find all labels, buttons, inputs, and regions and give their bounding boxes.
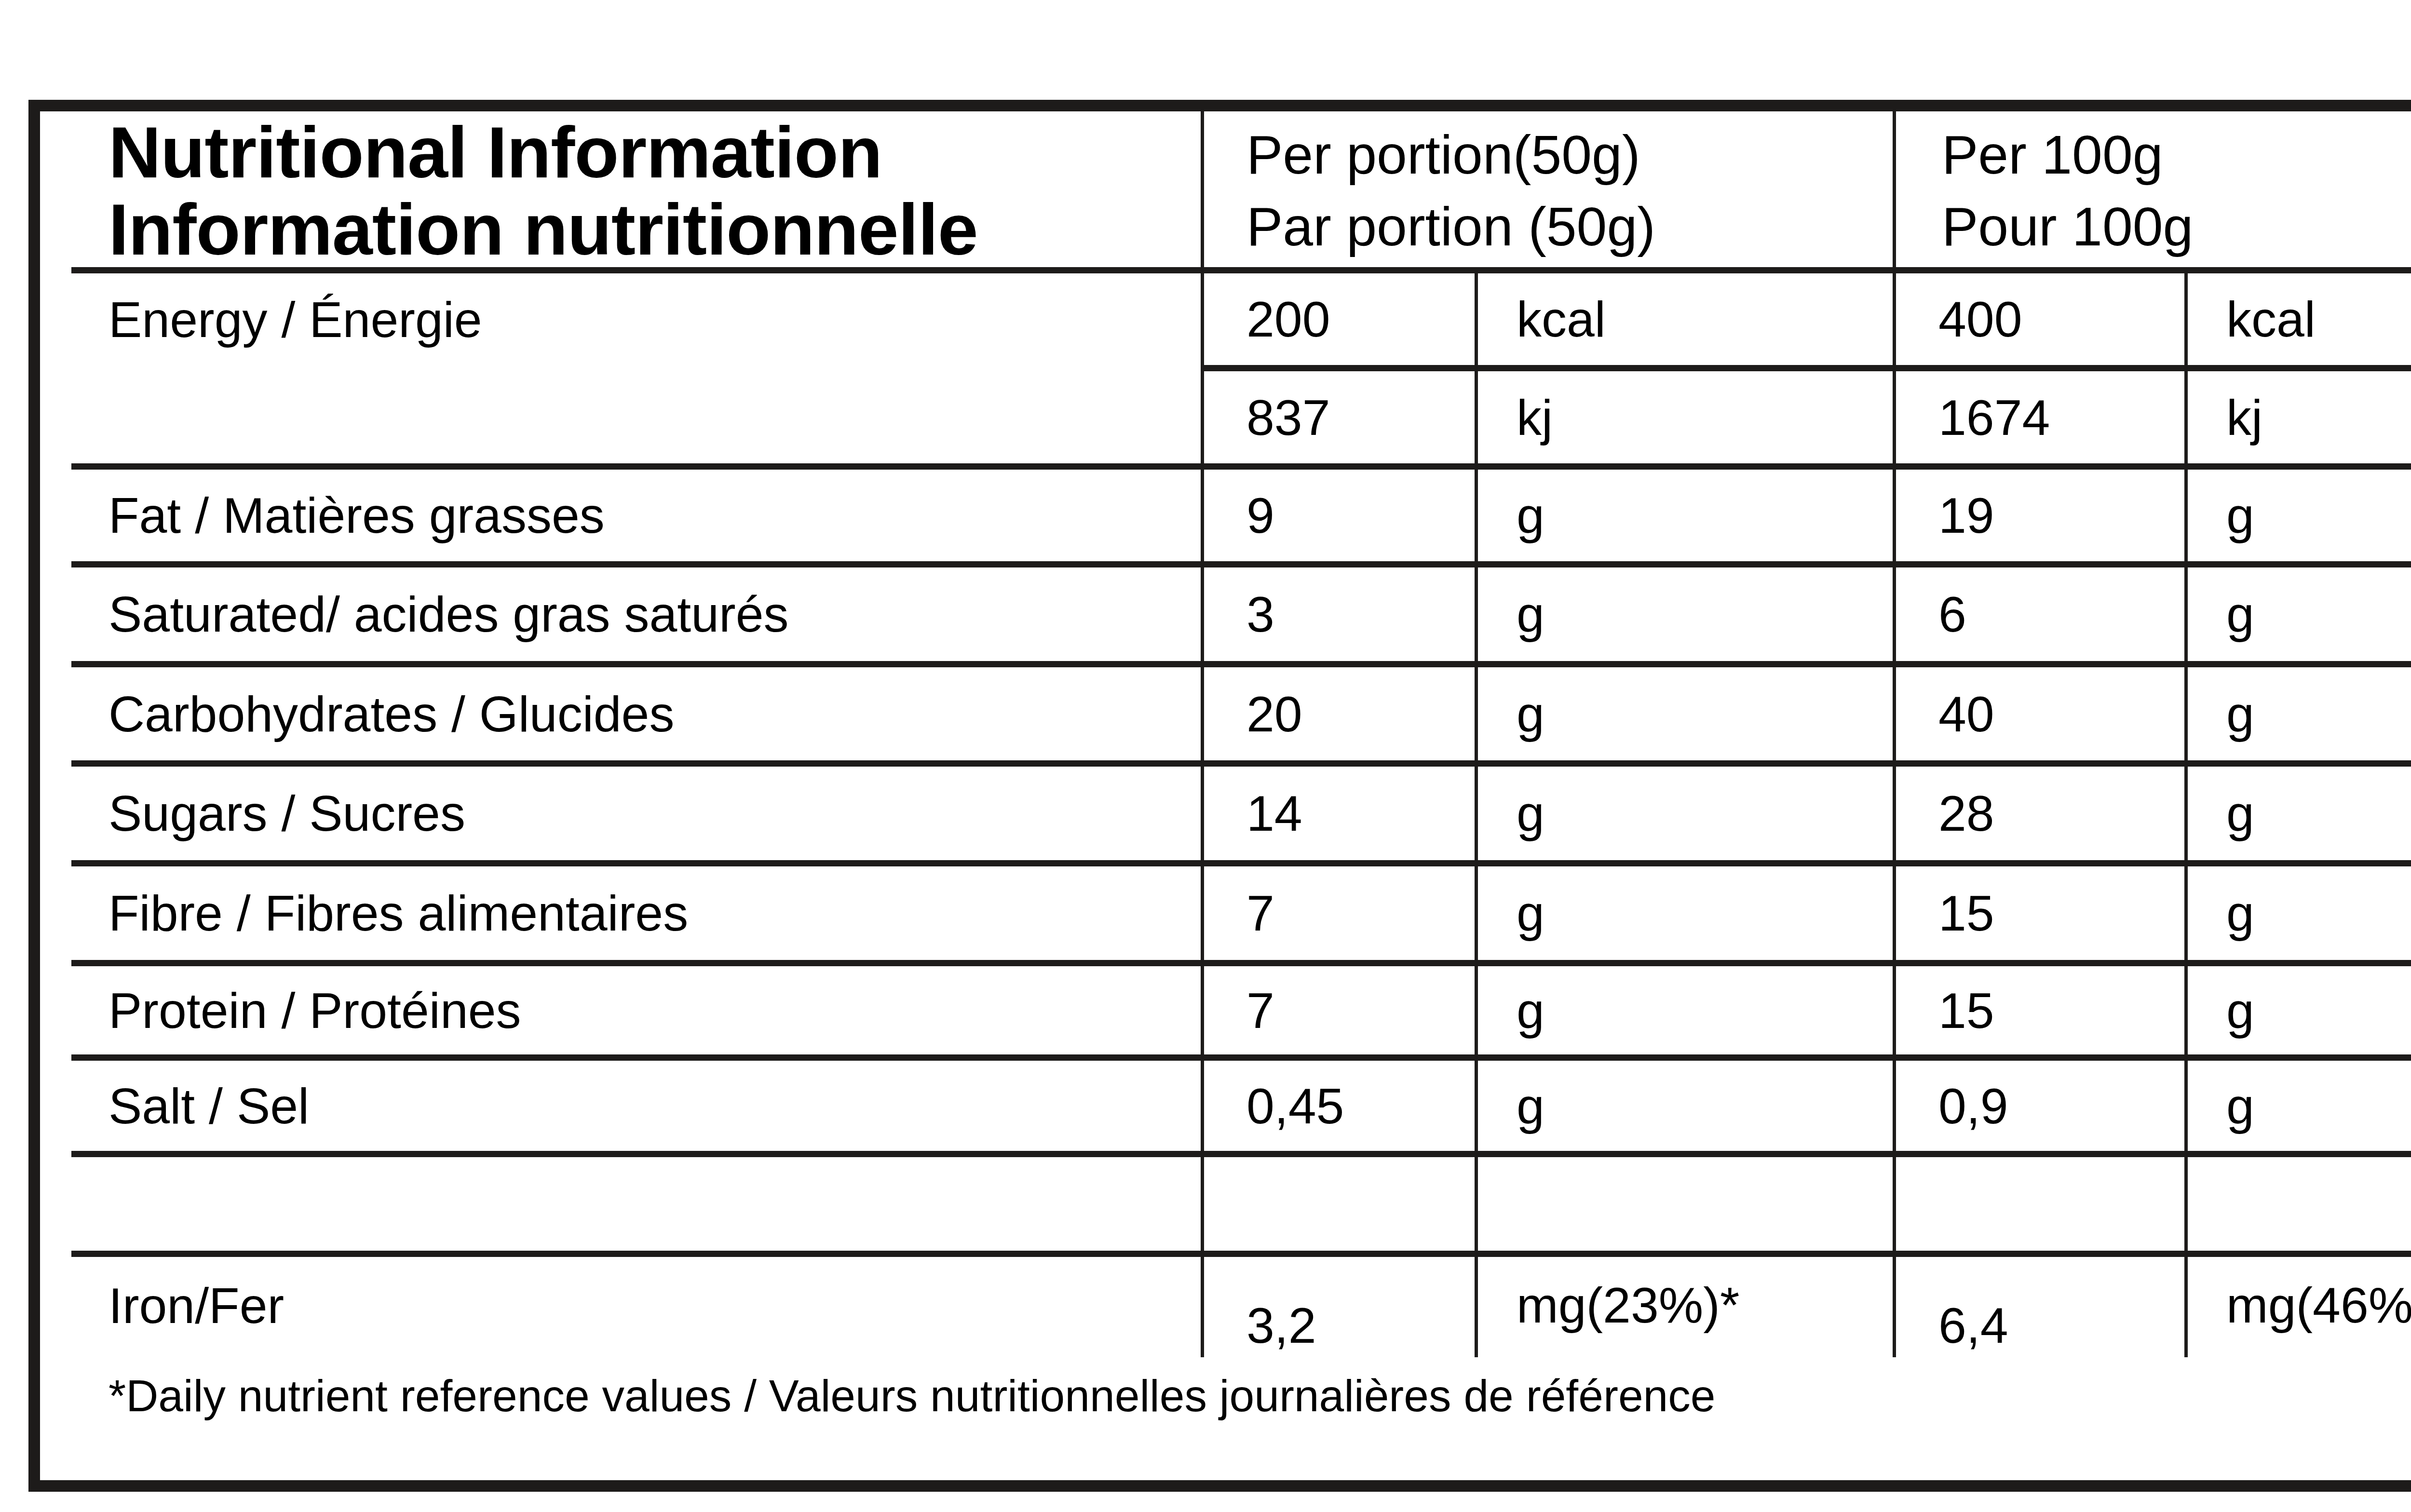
title-line-en: Nutritional Information — [108, 114, 882, 191]
row-separator-below-fat — [71, 561, 2411, 567]
row-separator-below-fibre — [71, 960, 2411, 966]
row-separator-below-carbohydrates — [71, 760, 2411, 767]
row-label-iron: Iron/Fer — [40, 1254, 1201, 1357]
iron-portion-value: 3,2 — [1201, 1254, 1475, 1357]
saturated-per100-value: 6 — [1893, 565, 2184, 664]
salt-per100-value: 0,9 — [1893, 1058, 2184, 1154]
fat-portion-unit: g — [1475, 467, 1893, 565]
footnote: *Daily nutrient reference values / Valeu… — [40, 1357, 2411, 1480]
iron-portion-unit: mg(23%)* — [1475, 1254, 1893, 1357]
sugars-portion-unit: g — [1475, 764, 1893, 864]
row-label-fat: Fat / Matières grasses — [40, 467, 1201, 565]
energy-kcal-per100-unit: kcal — [2184, 270, 2411, 368]
sugars-per100-value: 28 — [1893, 764, 2184, 864]
row-label-fibre: Fibre / Fibres alimentaires — [40, 864, 1201, 963]
row-separator-below-salt — [71, 1151, 2411, 1157]
energy-kj-per100-unit: kj — [2184, 368, 2411, 467]
fibre-per100-value: 15 — [1893, 864, 2184, 963]
fat-portion-value: 9 — [1201, 467, 1475, 565]
nutrition-table: Nutritional Information Information nutr… — [40, 111, 2411, 1480]
row-separator-below-energy — [71, 463, 2411, 470]
salt-portion-unit: g — [1475, 1058, 1893, 1154]
empty-row-cell — [2184, 1154, 2411, 1254]
protein-per100-unit: g — [2184, 963, 2411, 1058]
row-separator-below-sugars — [71, 860, 2411, 866]
fibre-portion-unit: g — [1475, 864, 1893, 963]
fibre-portion-value: 7 — [1201, 864, 1475, 963]
energy-kj-per100-value: 1674 — [1893, 368, 2184, 467]
energy-kcal-per100-value: 400 — [1893, 270, 2184, 368]
per-100g-line-en: Per 100g — [1942, 119, 2163, 191]
energy-kcal-portion-unit: kcal — [1475, 270, 1893, 368]
protein-per100-value: 15 — [1893, 963, 2184, 1058]
row-separator-energy-subrows — [1201, 365, 2411, 371]
column-header-per-portion: Per portion(50g) Par portion (50g) — [1201, 111, 1893, 270]
column-header-per-100g: Per 100g Pour 100g — [1893, 111, 2411, 270]
row-separator-above-iron — [71, 1251, 2411, 1257]
row-label-salt: Salt / Sel — [40, 1058, 1201, 1154]
per-portion-line-en: Per portion(50g) — [1246, 119, 1640, 191]
empty-row-cell — [1201, 1154, 1475, 1254]
row-label-protein: Protein / Protéines — [40, 963, 1201, 1058]
energy-kj-portion-value: 837 — [1201, 368, 1475, 467]
carbohydrates-portion-unit: g — [1475, 664, 1893, 764]
sugars-per100-unit: g — [2184, 764, 2411, 864]
nutrition-label: Nutritional Information Information nutr… — [0, 0, 2411, 1512]
saturated-portion-value: 3 — [1201, 565, 1475, 664]
energy-kcal-portion-value: 200 — [1201, 270, 1475, 368]
iron-per100-value: 6,4 — [1893, 1254, 2184, 1357]
table-title: Nutritional Information Information nutr… — [40, 111, 1201, 270]
saturated-per100-unit: g — [2184, 565, 2411, 664]
empty-row-cell — [1893, 1154, 2184, 1254]
protein-portion-unit: g — [1475, 963, 1893, 1058]
salt-portion-value: 0,45 — [1201, 1058, 1475, 1154]
row-label-energy: Energy / Énergie — [40, 270, 1201, 467]
salt-per100-unit: g — [2184, 1058, 2411, 1154]
fibre-per100-unit: g — [2184, 864, 2411, 963]
protein-portion-value: 7 — [1201, 963, 1475, 1058]
carbohydrates-per100-unit: g — [2184, 664, 2411, 764]
energy-kj-portion-unit: kj — [1475, 368, 1893, 467]
carbohydrates-per100-value: 40 — [1893, 664, 2184, 764]
iron-per100-unit: mg(46%)* — [2184, 1254, 2411, 1357]
row-label-carbohydrates: Carbohydrates / Glucides — [40, 664, 1201, 764]
per-portion-line-fr: Par portion (50g) — [1246, 191, 1655, 263]
row-separator-below-saturated — [71, 661, 2411, 667]
per-100g-line-fr: Pour 100g — [1942, 191, 2193, 263]
carbohydrates-portion-value: 20 — [1201, 664, 1475, 764]
fat-per100-value: 19 — [1893, 467, 2184, 565]
fat-per100-unit: g — [2184, 467, 2411, 565]
row-label-saturated: Saturated/ acides gras saturés — [40, 565, 1201, 664]
empty-row-cell — [1475, 1154, 1893, 1254]
saturated-portion-unit: g — [1475, 565, 1893, 664]
empty-row-label-cell — [40, 1154, 1201, 1254]
title-line-fr: Information nutritionnelle — [108, 191, 978, 268]
row-label-sugars: Sugars / Sucres — [40, 764, 1201, 864]
row-separator-below-header — [71, 267, 2411, 273]
table-frame: Nutritional Information Information nutr… — [28, 100, 2411, 1492]
sugars-portion-value: 14 — [1201, 764, 1475, 864]
row-separator-below-protein — [71, 1054, 2411, 1061]
